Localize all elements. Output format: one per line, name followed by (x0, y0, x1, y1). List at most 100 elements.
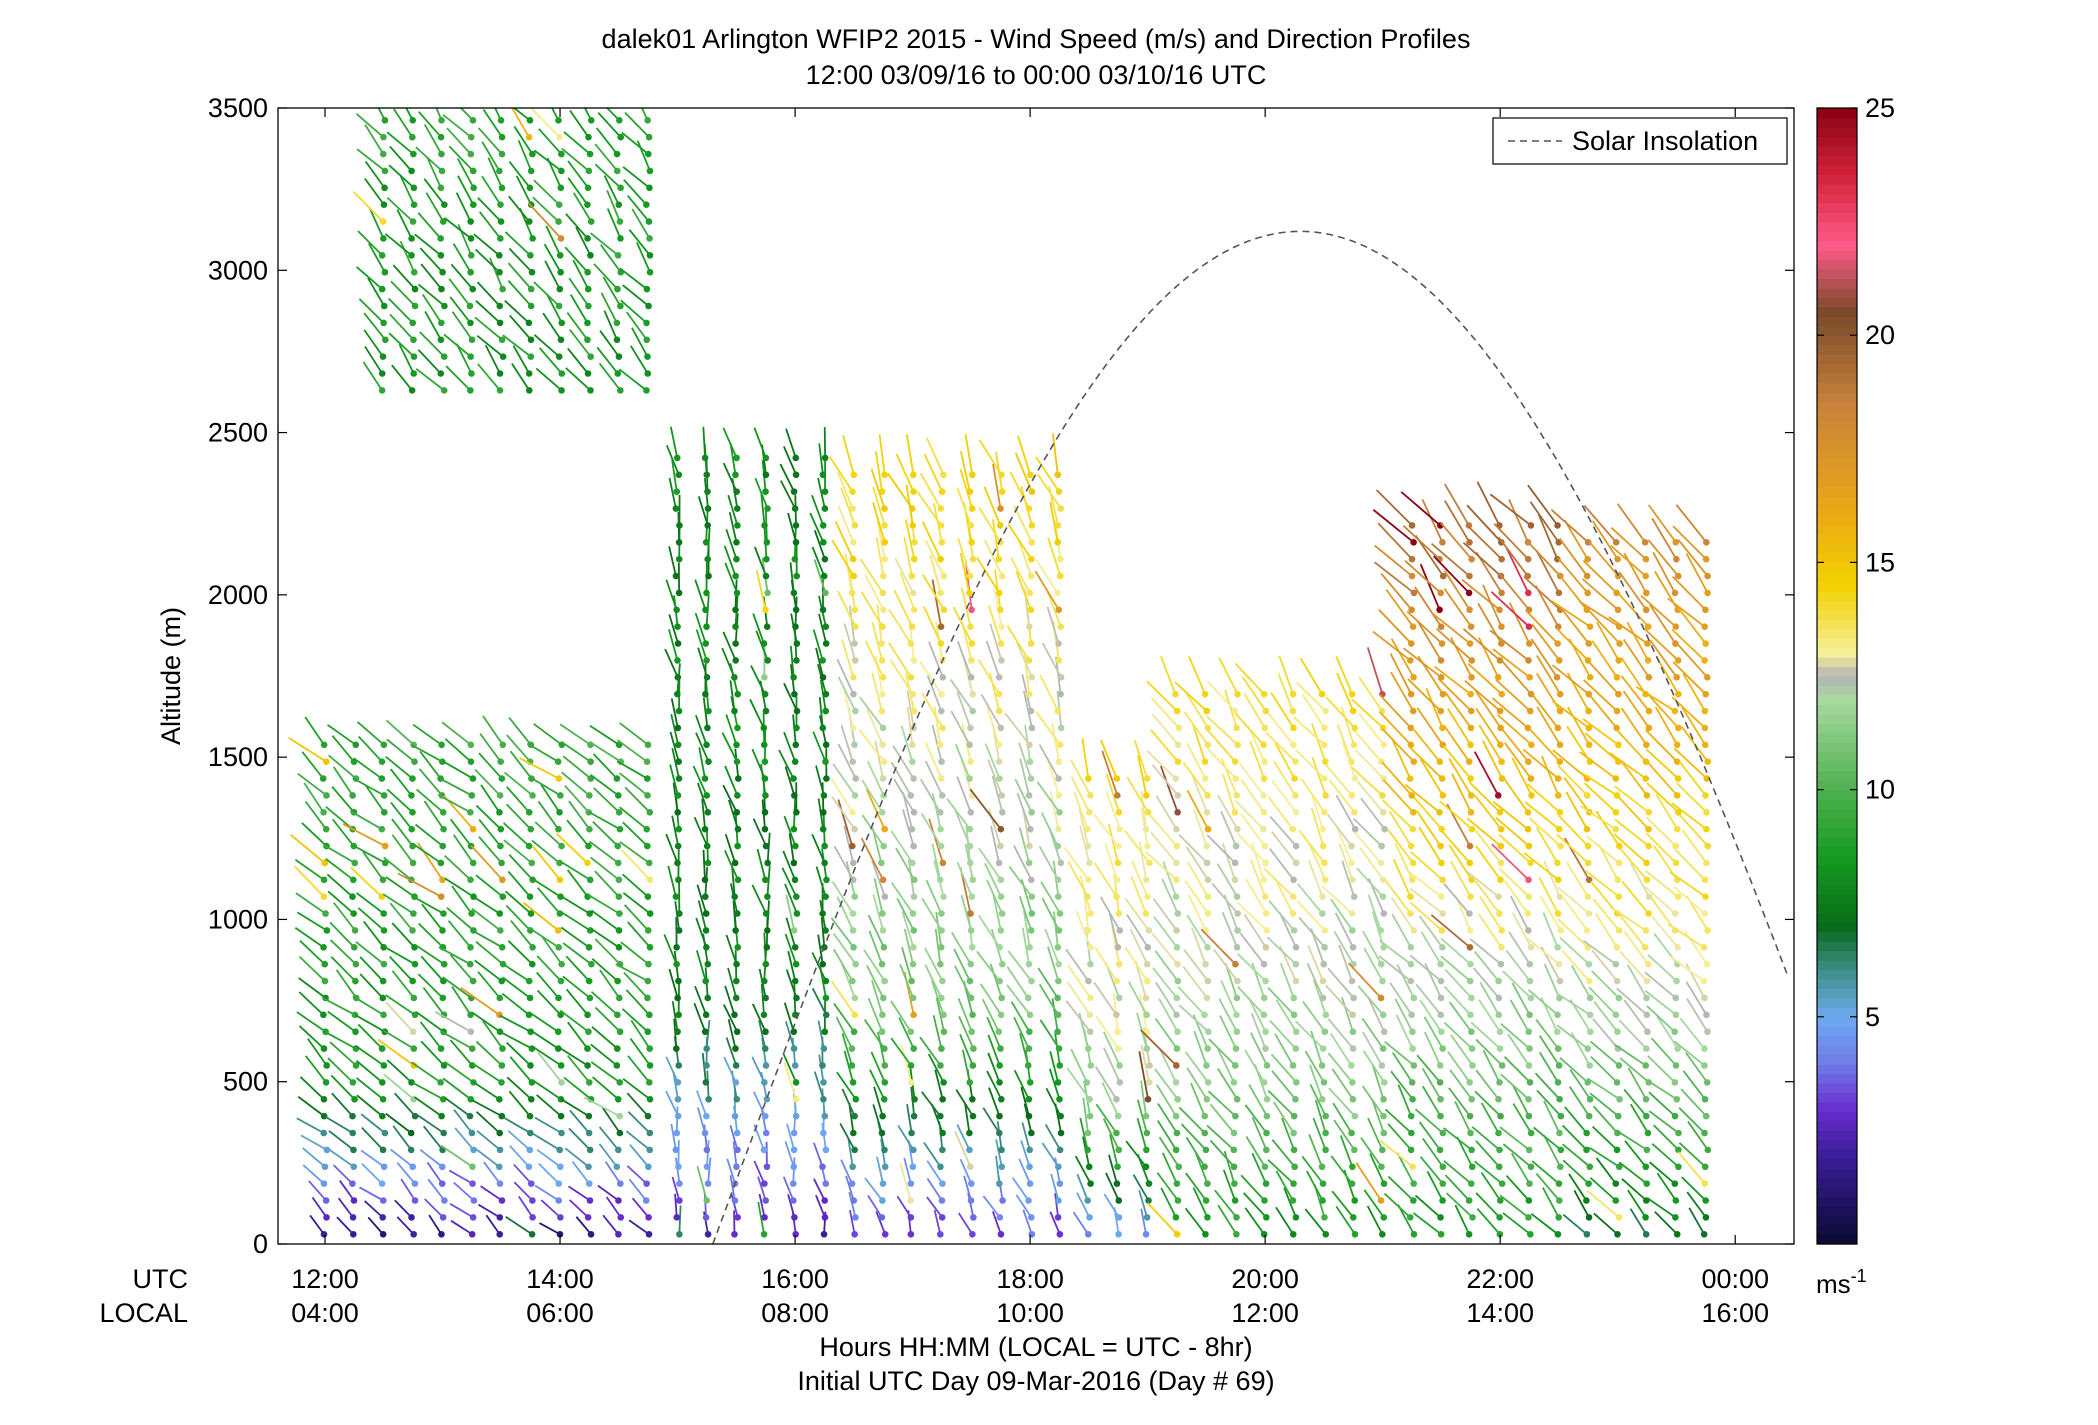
wind-barb-shaft (434, 1011, 472, 1033)
wind-barb-point (848, 1045, 856, 1052)
wind-barb-shaft (1466, 817, 1502, 847)
wind-barb-point (1643, 1180, 1651, 1187)
wind-barb-point (878, 1028, 886, 1036)
wind-barb-point (761, 1112, 769, 1120)
wind-barb-shaft (1008, 866, 1033, 898)
wind-barb-shaft (864, 640, 885, 678)
wind-barb-shaft (731, 866, 736, 897)
wind-barb-shaft (424, 310, 442, 341)
wind-barb-point (527, 336, 535, 344)
wind-barb-shaft (1066, 981, 1091, 1016)
wind-barb-point (1086, 1095, 1093, 1103)
wind-barb-shaft (1524, 609, 1559, 645)
wind-barb-shaft (1192, 809, 1208, 847)
wind-barb-point (849, 1079, 857, 1086)
wind-barb-point (1642, 1095, 1650, 1103)
wind-barb-shaft (1206, 715, 1239, 746)
wind-barb-shaft (311, 1196, 328, 1218)
wind-barb-point (764, 859, 771, 867)
wind-barb-shaft (1655, 656, 1680, 695)
wind-barb-point (381, 184, 388, 192)
wind-barb-shaft (369, 208, 385, 239)
wind-barb-shaft (724, 562, 738, 594)
wind-barb-shaft (671, 1176, 681, 1201)
wind-barb-point (644, 842, 651, 850)
wind-barb-point (1289, 910, 1297, 917)
wind-barb-shaft (1535, 826, 1559, 864)
wind-barb-shaft (1526, 540, 1561, 577)
wind-barb-shaft (1508, 602, 1531, 644)
wind-barb-shaft (621, 1008, 649, 1033)
wind-barb-shaft (349, 810, 383, 830)
wind-barb-shaft (538, 1162, 560, 1185)
wind-barb-point (1467, 960, 1474, 968)
wind-barb-shaft (1217, 1204, 1238, 1235)
colorbar-swatch (1817, 865, 1857, 876)
wind-barb-point (1380, 1214, 1388, 1221)
wind-barb-point (1408, 572, 1416, 580)
wind-barb-point (438, 150, 445, 158)
wind-barb-point (1584, 1045, 1592, 1052)
wind-barb-point (1409, 1028, 1416, 1036)
wind-barb-point (1172, 1146, 1180, 1154)
wind-barb-point (556, 252, 564, 259)
wind-barb-shaft (874, 740, 884, 779)
wind-barb-point (441, 201, 448, 209)
wind-barb-shaft (1443, 725, 1470, 763)
wind-barb-shaft (782, 1052, 797, 1083)
wind-barb-shaft (921, 1091, 942, 1117)
wind-barb-shaft (1274, 741, 1296, 779)
wind-barb-shaft (1314, 1099, 1327, 1134)
wind-barb-shaft (783, 682, 798, 712)
wind-barb-shaft (1271, 1070, 1297, 1100)
wind-barb-shaft (956, 776, 972, 813)
wind-barb-point (1028, 1230, 1036, 1238)
wind-barb-shaft (869, 1069, 886, 1100)
wind-barb-point (1438, 775, 1446, 782)
wind-barb-shaft (725, 1037, 738, 1066)
wind-barb-shaft (1629, 1208, 1647, 1235)
wind-barb-shaft (589, 232, 619, 257)
wind-barb-shaft (1018, 896, 1033, 931)
wind-barb-shaft (1448, 1087, 1471, 1117)
wind-barb-point (556, 133, 563, 141)
wind-barb-point (1409, 825, 1417, 833)
wind-barb-shaft (812, 731, 827, 763)
wind-barb-shaft (1019, 758, 1030, 796)
wind-barb-shaft (1609, 751, 1647, 780)
wind-barb-shaft (864, 1177, 884, 1202)
wind-barb-shaft (565, 988, 589, 1016)
wind-barb-point (1674, 893, 1682, 901)
wind-barb-shaft (1418, 915, 1444, 948)
wind-barb-shaft (1649, 1161, 1676, 1185)
wind-barb-point (378, 825, 386, 833)
wind-barb-point (499, 741, 507, 749)
wind-barb-shaft (1394, 998, 1414, 1033)
wind-barb-shaft (729, 1125, 739, 1151)
wind-barb-point (1260, 809, 1268, 816)
wind-barb-point (936, 1112, 944, 1120)
wind-barb-point (1643, 876, 1651, 884)
wind-barb-shaft (979, 983, 1002, 1016)
wind-barb-point (586, 876, 594, 884)
wind-barb-shaft (411, 1081, 444, 1101)
wind-barb-shaft (1330, 898, 1354, 931)
wind-barb-point (822, 994, 830, 1002)
wind-barb-point (1584, 842, 1592, 850)
wind-barb-shaft (1217, 1048, 1235, 1083)
wind-barb-point (497, 117, 505, 124)
wind-barb-shaft (567, 177, 589, 206)
wind-barb-point (643, 201, 650, 209)
wind-barb-shaft (1433, 555, 1470, 594)
wind-barb-shaft (1140, 1208, 1147, 1235)
wind-barb-shaft (1384, 1041, 1415, 1067)
wind-barb-point (557, 235, 565, 242)
wind-barb-point (1615, 690, 1622, 698)
wind-barb-point (675, 1011, 682, 1019)
wind-barb-point (1645, 809, 1653, 816)
wind-barb-point (558, 370, 566, 377)
wind-barb-shaft (992, 463, 1002, 509)
wind-barb-shaft (1355, 1162, 1382, 1202)
wind-barb-shaft (1439, 800, 1473, 830)
wind-barb-shaft (300, 1134, 328, 1151)
